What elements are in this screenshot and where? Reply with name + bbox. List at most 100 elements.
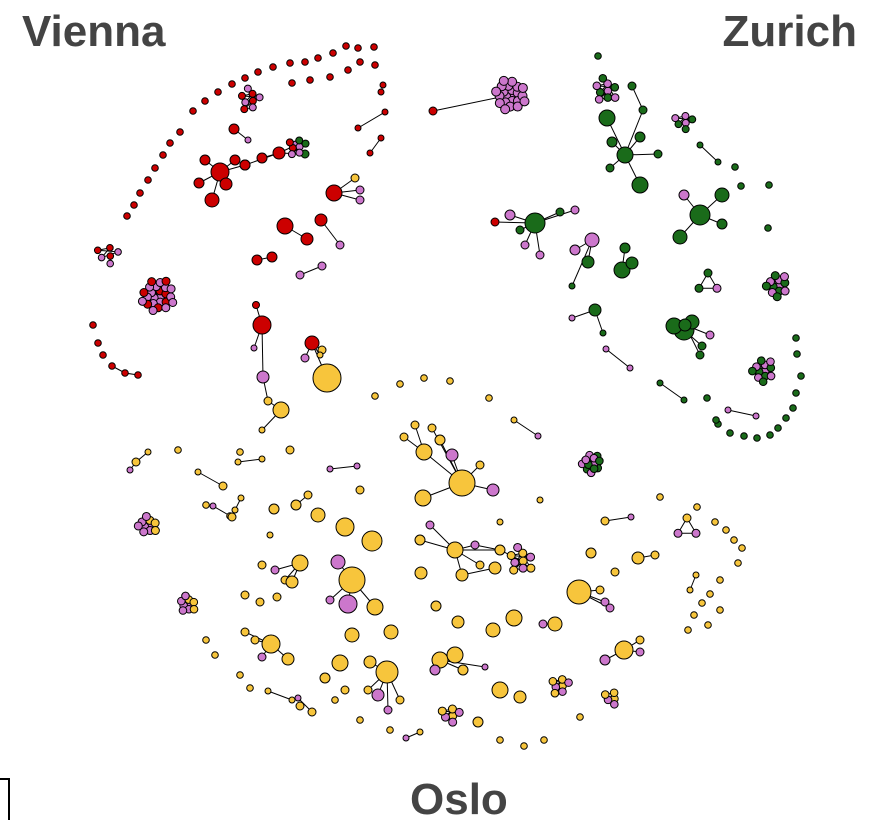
graph-node xyxy=(234,458,242,466)
graph-node xyxy=(243,84,252,93)
graph-node xyxy=(229,154,241,166)
graph-node xyxy=(240,627,250,637)
graph-node xyxy=(697,341,707,351)
graph-node xyxy=(448,469,476,497)
graph-node xyxy=(240,105,249,114)
graph-node xyxy=(766,371,776,381)
graph-node xyxy=(490,217,500,227)
graph-node xyxy=(395,695,405,705)
graph-node xyxy=(475,560,485,570)
graph-node xyxy=(506,551,516,561)
graph-node xyxy=(331,696,339,704)
graph-node xyxy=(139,527,149,537)
graph-node xyxy=(425,520,435,530)
graph-node xyxy=(491,681,509,699)
graph-node xyxy=(114,248,122,256)
graph-node xyxy=(512,101,523,112)
graph-node xyxy=(488,561,502,575)
graph-node xyxy=(430,600,442,612)
graph-node xyxy=(106,244,114,252)
graph-node xyxy=(300,353,310,363)
graph-node xyxy=(716,606,724,614)
graph-edge xyxy=(197,471,224,487)
graph-node xyxy=(455,568,469,582)
graph-node xyxy=(288,79,296,87)
graph-node xyxy=(524,212,546,234)
graph-node xyxy=(257,652,267,662)
graph-node xyxy=(264,687,272,695)
graph-node xyxy=(246,684,254,692)
graph-node xyxy=(779,272,789,282)
graph-node xyxy=(256,152,268,164)
graph-node xyxy=(696,141,704,149)
graph-node xyxy=(616,146,634,164)
graph-node xyxy=(304,335,320,351)
graph-node xyxy=(250,344,258,352)
graph-node xyxy=(219,177,233,191)
graph-node xyxy=(251,254,263,266)
graph-node xyxy=(415,443,433,461)
graph-node xyxy=(381,108,389,116)
graph-node xyxy=(730,536,738,544)
graph-node xyxy=(189,597,199,607)
graph-node xyxy=(737,182,745,190)
graph-node xyxy=(396,380,404,388)
graph-node xyxy=(270,565,280,575)
graph-node xyxy=(130,201,138,209)
graph-node xyxy=(634,131,646,143)
graph-node xyxy=(338,594,358,614)
graph-node xyxy=(673,528,683,538)
graph-node xyxy=(706,590,714,598)
graph-node xyxy=(434,434,446,446)
graph-node xyxy=(722,526,730,534)
graph-node xyxy=(540,736,548,744)
graph-node xyxy=(518,563,528,573)
graph-node xyxy=(789,404,797,412)
graph-node xyxy=(255,93,264,102)
graph-node xyxy=(678,318,692,332)
graph-node xyxy=(681,125,690,134)
graph-node xyxy=(626,364,634,372)
graph-node xyxy=(344,66,352,74)
graph-node xyxy=(690,611,698,619)
graph-edge xyxy=(329,465,358,470)
graph-node xyxy=(161,303,171,313)
graph-node xyxy=(566,579,592,605)
graph-node xyxy=(576,713,584,721)
graph-node xyxy=(792,389,800,397)
graph-node xyxy=(272,592,282,602)
graph-edge xyxy=(357,111,386,129)
graph-node xyxy=(609,688,619,698)
graph-node xyxy=(375,660,399,684)
graph-node xyxy=(329,49,337,57)
graph-node xyxy=(150,526,160,536)
graph-node xyxy=(688,115,697,124)
graph-node xyxy=(166,284,176,294)
graph-node xyxy=(671,114,680,123)
graph-node xyxy=(585,547,597,559)
graph-node xyxy=(513,542,523,552)
graph-node xyxy=(610,93,620,102)
graph-node xyxy=(772,292,782,302)
graph-node xyxy=(568,282,576,290)
graph-node xyxy=(370,43,378,51)
graph-node xyxy=(738,544,746,552)
graph-node xyxy=(202,636,210,644)
graph-node xyxy=(650,550,660,560)
graph-node xyxy=(268,503,280,515)
graph-node xyxy=(600,597,610,607)
graph-node xyxy=(166,139,174,147)
graph-node xyxy=(131,457,141,467)
graph-node xyxy=(236,448,244,456)
graph-node xyxy=(445,448,459,462)
graph-node xyxy=(325,184,343,202)
graph-node xyxy=(255,597,265,607)
graph-node xyxy=(168,297,178,307)
graph-node xyxy=(344,627,360,643)
graph-node xyxy=(210,162,230,182)
graph-node xyxy=(481,663,489,671)
graph-node xyxy=(605,163,615,173)
graph-edge xyxy=(659,382,685,401)
graph-node xyxy=(519,96,530,107)
graph-node xyxy=(414,566,428,580)
